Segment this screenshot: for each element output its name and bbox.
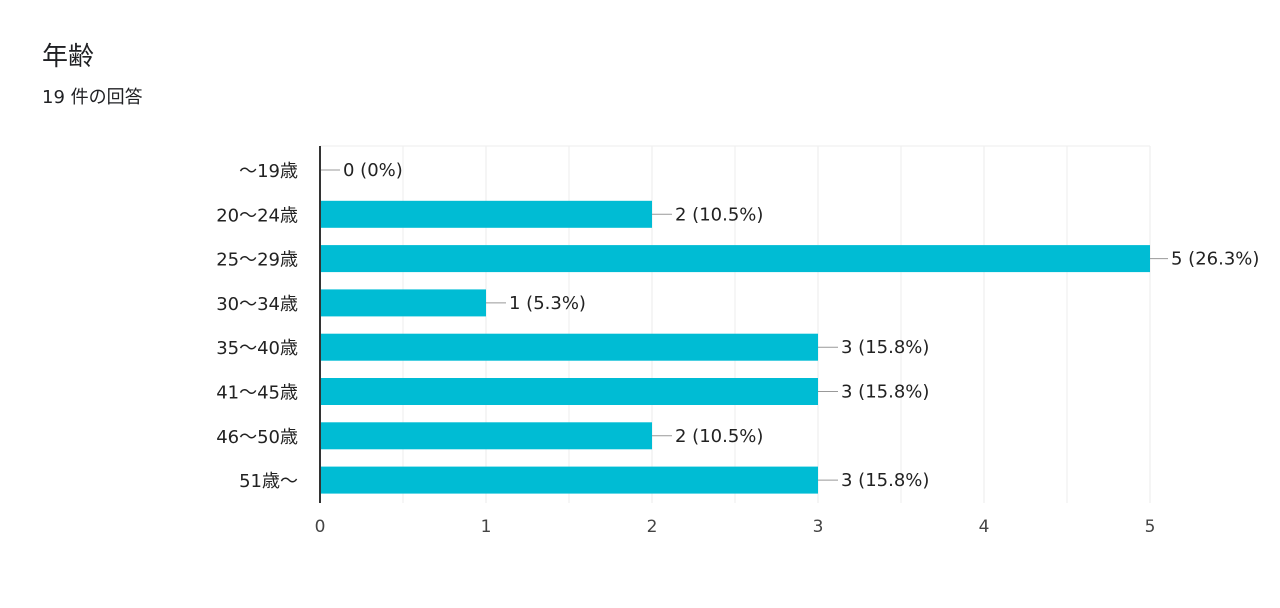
category-label: 41〜45歳 bbox=[216, 383, 298, 404]
bar bbox=[320, 200, 652, 228]
bar bbox=[320, 245, 1150, 273]
response-count: 19 件の回答 bbox=[42, 87, 143, 108]
x-tick-label: 0 bbox=[315, 517, 326, 537]
x-tick-label: 3 bbox=[813, 517, 824, 537]
bar bbox=[320, 378, 818, 405]
data-label: 3 (15.8%) bbox=[841, 337, 929, 358]
x-tick-label: 4 bbox=[979, 517, 990, 537]
category-label: 25〜29歳 bbox=[216, 250, 298, 271]
data-label: 5 (26.3%) bbox=[1171, 249, 1259, 270]
category-label: 35〜40歳 bbox=[216, 338, 298, 359]
category-label: 20〜24歳 bbox=[216, 205, 298, 226]
bar bbox=[320, 289, 486, 317]
x-tick-label: 5 bbox=[1145, 517, 1156, 537]
bar bbox=[320, 333, 818, 361]
data-label: 1 (5.3%) bbox=[509, 293, 586, 314]
data-label: 2 (10.5%) bbox=[675, 204, 763, 225]
category-label: 〜19歳 bbox=[239, 161, 298, 182]
x-tick-label: 2 bbox=[647, 517, 658, 537]
category-label: 51歳〜 bbox=[239, 471, 298, 492]
bar bbox=[320, 422, 652, 450]
data-label: 3 (15.8%) bbox=[841, 470, 929, 491]
x-tick-label: 1 bbox=[481, 517, 492, 537]
data-label: 3 (15.8%) bbox=[841, 382, 929, 403]
category-label: 30〜34歳 bbox=[216, 294, 298, 315]
data-label: 0 (0%) bbox=[343, 160, 403, 181]
category-label: 46〜50歳 bbox=[216, 427, 298, 448]
data-label: 2 (10.5%) bbox=[675, 426, 763, 447]
chart-title: 年齢 bbox=[42, 42, 95, 72]
bar bbox=[320, 466, 818, 494]
